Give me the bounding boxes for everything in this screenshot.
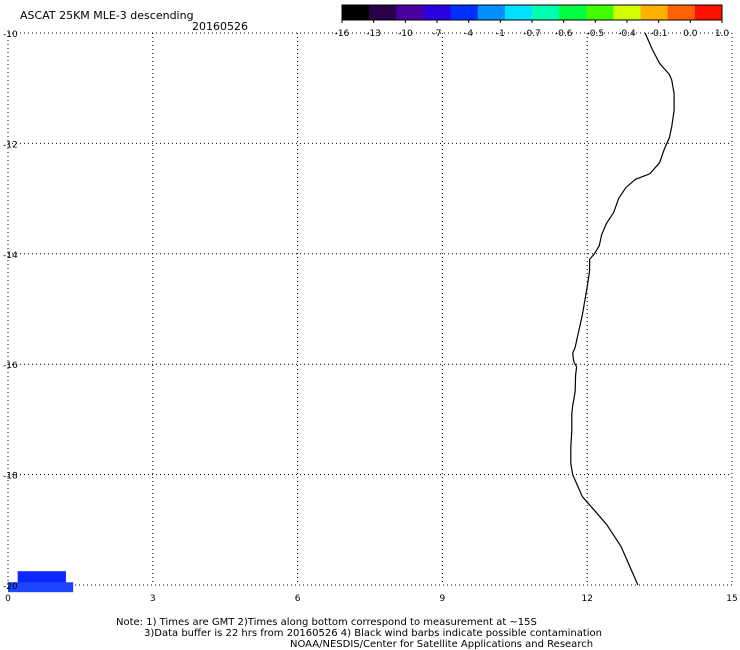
colorbar-label: 1.0 <box>715 29 730 39</box>
colorbar-label: -1 <box>496 29 505 39</box>
colorbar-segment <box>559 5 587 20</box>
colorbar-label: -0.1 <box>650 29 668 39</box>
note-line-2: 3)Data buffer is 22 hrs from 20160526 4)… <box>144 628 602 639</box>
colorbar-label: -16 <box>335 29 350 39</box>
x-tick-label: 6 <box>295 594 301 604</box>
colorbar-segment <box>613 5 642 20</box>
wind-cell <box>8 582 74 593</box>
x-tick-label: 12 <box>581 594 592 604</box>
y-tick-label: -14 <box>3 251 18 261</box>
x-tick-label: 9 <box>440 594 446 604</box>
map-plot: -10 -12 -14 -16 -18 -20 0 3 6 9 12 15 <box>3 30 738 604</box>
colorbar-label: -7 <box>433 29 442 39</box>
note-line-3: NOAA/NESDIS/Center for Satellite Applica… <box>290 639 594 650</box>
coastline <box>570 32 675 586</box>
colorbar-segment <box>532 5 560 20</box>
colorbar-segment <box>369 5 397 20</box>
colorbar-segment <box>694 5 723 20</box>
y-tick-label: -16 <box>3 361 18 371</box>
product-title: ASCAT 25KM MLE-3 descending <box>20 9 194 22</box>
colorbar: -16 -13 -10 -7 -4 -1 -0.7 -0.6 -0.5 -0.4 -0.1 0.0 1.… <box>335 4 730 39</box>
colorbar-label: -10 <box>398 29 413 39</box>
colorbar-label: -0.7 <box>523 29 541 39</box>
y-tick-label: -20 <box>3 582 18 592</box>
colorbar-segment <box>586 5 614 20</box>
y-tick-label: -18 <box>3 472 18 482</box>
colorbar-label: -0.4 <box>618 29 636 39</box>
y-tick-label: -12 <box>3 140 18 150</box>
colorbar-segment <box>640 5 669 20</box>
colorbar-segment <box>450 5 479 20</box>
note-line-1: Note: 1) Times are GMT 2)Times along bot… <box>116 617 537 628</box>
colorbar-label: -0.6 <box>555 29 573 39</box>
colorbar-segment <box>667 5 696 20</box>
colorbar-label: 0.0 <box>683 29 698 39</box>
plot-frame <box>7 32 733 586</box>
colorbar-label: -13 <box>366 29 381 39</box>
colorbar-segment <box>477 5 506 20</box>
colorbar-segment <box>423 5 452 20</box>
date-label: 20160526 <box>192 20 248 33</box>
x-tick-label: 15 <box>726 594 737 604</box>
colorbar-label: -4 <box>464 29 473 39</box>
colorbar-segment <box>396 5 424 20</box>
colorbar-segment <box>342 5 370 20</box>
y-tick-label: -10 <box>3 30 18 40</box>
colorbar-segment <box>504 5 533 20</box>
wind-cell <box>17 571 66 585</box>
x-tick-label: 0 <box>5 594 11 604</box>
colorbar-label: -0.5 <box>587 29 605 39</box>
x-tick-label: 3 <box>150 594 156 604</box>
